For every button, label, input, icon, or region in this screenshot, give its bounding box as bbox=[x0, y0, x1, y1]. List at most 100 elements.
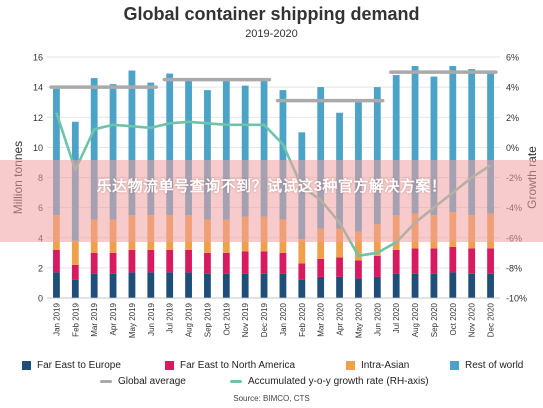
legend-label: Far East to North America bbox=[180, 360, 296, 371]
bar-segment bbox=[260, 251, 268, 274]
bar-segment bbox=[109, 252, 117, 274]
x-tick-label: Jul 2020 bbox=[392, 302, 401, 333]
bar-segment bbox=[317, 258, 325, 277]
bar-segment bbox=[487, 248, 494, 274]
bar-segment bbox=[71, 279, 79, 298]
bar-segment bbox=[449, 272, 457, 298]
bar-segment bbox=[53, 272, 60, 298]
bar-segment bbox=[90, 273, 98, 298]
y-tick-label: 2 bbox=[38, 263, 43, 273]
bar-segment bbox=[109, 84, 117, 220]
x-tick-label: Nov 2019 bbox=[241, 302, 250, 337]
legend-swatch bbox=[346, 361, 355, 370]
legend-swatch bbox=[22, 361, 31, 370]
bar-segment bbox=[128, 272, 136, 298]
bar-segment bbox=[487, 70, 494, 214]
bar-segment bbox=[392, 249, 400, 274]
legend-swatch bbox=[230, 380, 242, 383]
bar-segment bbox=[90, 78, 98, 220]
bar-segment bbox=[317, 276, 325, 298]
bar-segment bbox=[204, 273, 211, 298]
x-tick-label: Oct 2020 bbox=[449, 302, 458, 335]
bar-segment bbox=[128, 70, 136, 216]
bar-segment bbox=[298, 279, 306, 298]
x-tick-label: Jul 2019 bbox=[166, 302, 175, 333]
x-tick-label: Jun 2019 bbox=[147, 302, 156, 335]
bar-segment bbox=[449, 246, 457, 273]
bar-segment bbox=[166, 272, 174, 298]
bar-segment bbox=[373, 276, 381, 298]
bar-segment bbox=[222, 79, 230, 220]
bar-segment bbox=[147, 249, 155, 273]
bar-segment bbox=[430, 76, 438, 216]
bar-segment bbox=[430, 273, 438, 298]
y2-tick-label: 4% bbox=[506, 83, 519, 93]
bar-segment bbox=[298, 239, 306, 264]
x-tick-label: Oct 2019 bbox=[222, 302, 231, 335]
bar-segment bbox=[109, 273, 117, 298]
x-tick-label: Apr 2019 bbox=[109, 302, 118, 335]
bar-segment bbox=[317, 87, 325, 229]
bar-segment bbox=[336, 276, 343, 298]
x-tick-label: May 2019 bbox=[128, 302, 137, 338]
y-tick-label: 14 bbox=[33, 83, 43, 93]
legend-item: Intra-Asian bbox=[346, 360, 409, 371]
bar-segment bbox=[468, 69, 476, 216]
bar-segment bbox=[128, 249, 136, 273]
bar-segment bbox=[222, 273, 230, 298]
x-tick-label: Sep 2020 bbox=[430, 302, 439, 337]
bar-segment bbox=[241, 85, 249, 217]
y-tick-label: 16 bbox=[33, 53, 43, 63]
bar-segment bbox=[90, 252, 98, 274]
bar-segment bbox=[487, 273, 494, 298]
legend-item: Accumulated y-o-y growth rate (RH-axis) bbox=[230, 376, 429, 387]
bar-segment bbox=[355, 231, 362, 261]
promo-banner[interactable]: 乐达物流单号查询不到？试试这3种官方解决方案！ bbox=[0, 160, 543, 242]
bar-segment bbox=[185, 249, 192, 273]
y2-tick-label: 6% bbox=[506, 53, 519, 63]
bar-segment bbox=[185, 272, 192, 298]
bar-segment bbox=[53, 88, 60, 216]
bar-segment bbox=[336, 257, 343, 277]
y-tick-label: 12 bbox=[33, 113, 43, 123]
x-tick-label: Dec 2019 bbox=[260, 302, 269, 337]
bar-segment bbox=[260, 273, 268, 298]
bar-segment bbox=[317, 228, 325, 259]
bar-segment bbox=[71, 240, 79, 265]
x-tick-label: Nov 2020 bbox=[468, 302, 477, 337]
y2-tick-label: -8% bbox=[506, 263, 522, 273]
x-tick-label: Jun 2020 bbox=[373, 302, 382, 335]
x-tick-label: Jan 2020 bbox=[279, 302, 288, 335]
bar-segment bbox=[147, 272, 155, 298]
bar-segment bbox=[279, 252, 287, 274]
bar-segment bbox=[241, 273, 249, 298]
bar-segment bbox=[298, 263, 306, 280]
legend-label: Intra-Asian bbox=[361, 360, 410, 371]
bar-segment bbox=[279, 273, 287, 298]
bar-segment bbox=[392, 75, 400, 216]
chart-subtitle: 2019-2020 bbox=[245, 28, 298, 40]
x-tick-label: Jan 2019 bbox=[52, 302, 61, 335]
bar-segment bbox=[411, 273, 419, 298]
x-tick-label: Feb 2019 bbox=[71, 302, 80, 336]
legend-item: Far East to Europe bbox=[22, 360, 121, 371]
bar-segment bbox=[204, 90, 211, 220]
bar-segment bbox=[279, 90, 287, 220]
bar-segment bbox=[468, 273, 476, 298]
x-tick-label: Apr 2020 bbox=[336, 302, 345, 335]
legend-item: Rest of world bbox=[450, 360, 523, 371]
legend-item: Far East to North America bbox=[165, 360, 295, 371]
legend-label: Accumulated y-o-y growth rate (RH-axis) bbox=[248, 376, 429, 387]
y2-tick-label: 0% bbox=[506, 143, 519, 153]
chart-title: Global container shipping demand bbox=[123, 4, 420, 24]
chart-source: Source: BIMCO, CTS bbox=[233, 394, 310, 403]
x-tick-label: Feb 2020 bbox=[298, 302, 307, 336]
bar-segment bbox=[260, 78, 268, 217]
bar-segment bbox=[166, 73, 174, 216]
legend-label: Far East to Europe bbox=[37, 360, 121, 371]
promo-banner-text[interactable]: 乐达物流单号查询不到？试试这3种官方解决方案！ bbox=[96, 178, 447, 195]
legend-label: Global average bbox=[118, 376, 186, 387]
bar-segment bbox=[147, 82, 155, 216]
bar-segment bbox=[166, 249, 174, 273]
y2-tick-label: 2% bbox=[506, 113, 519, 123]
